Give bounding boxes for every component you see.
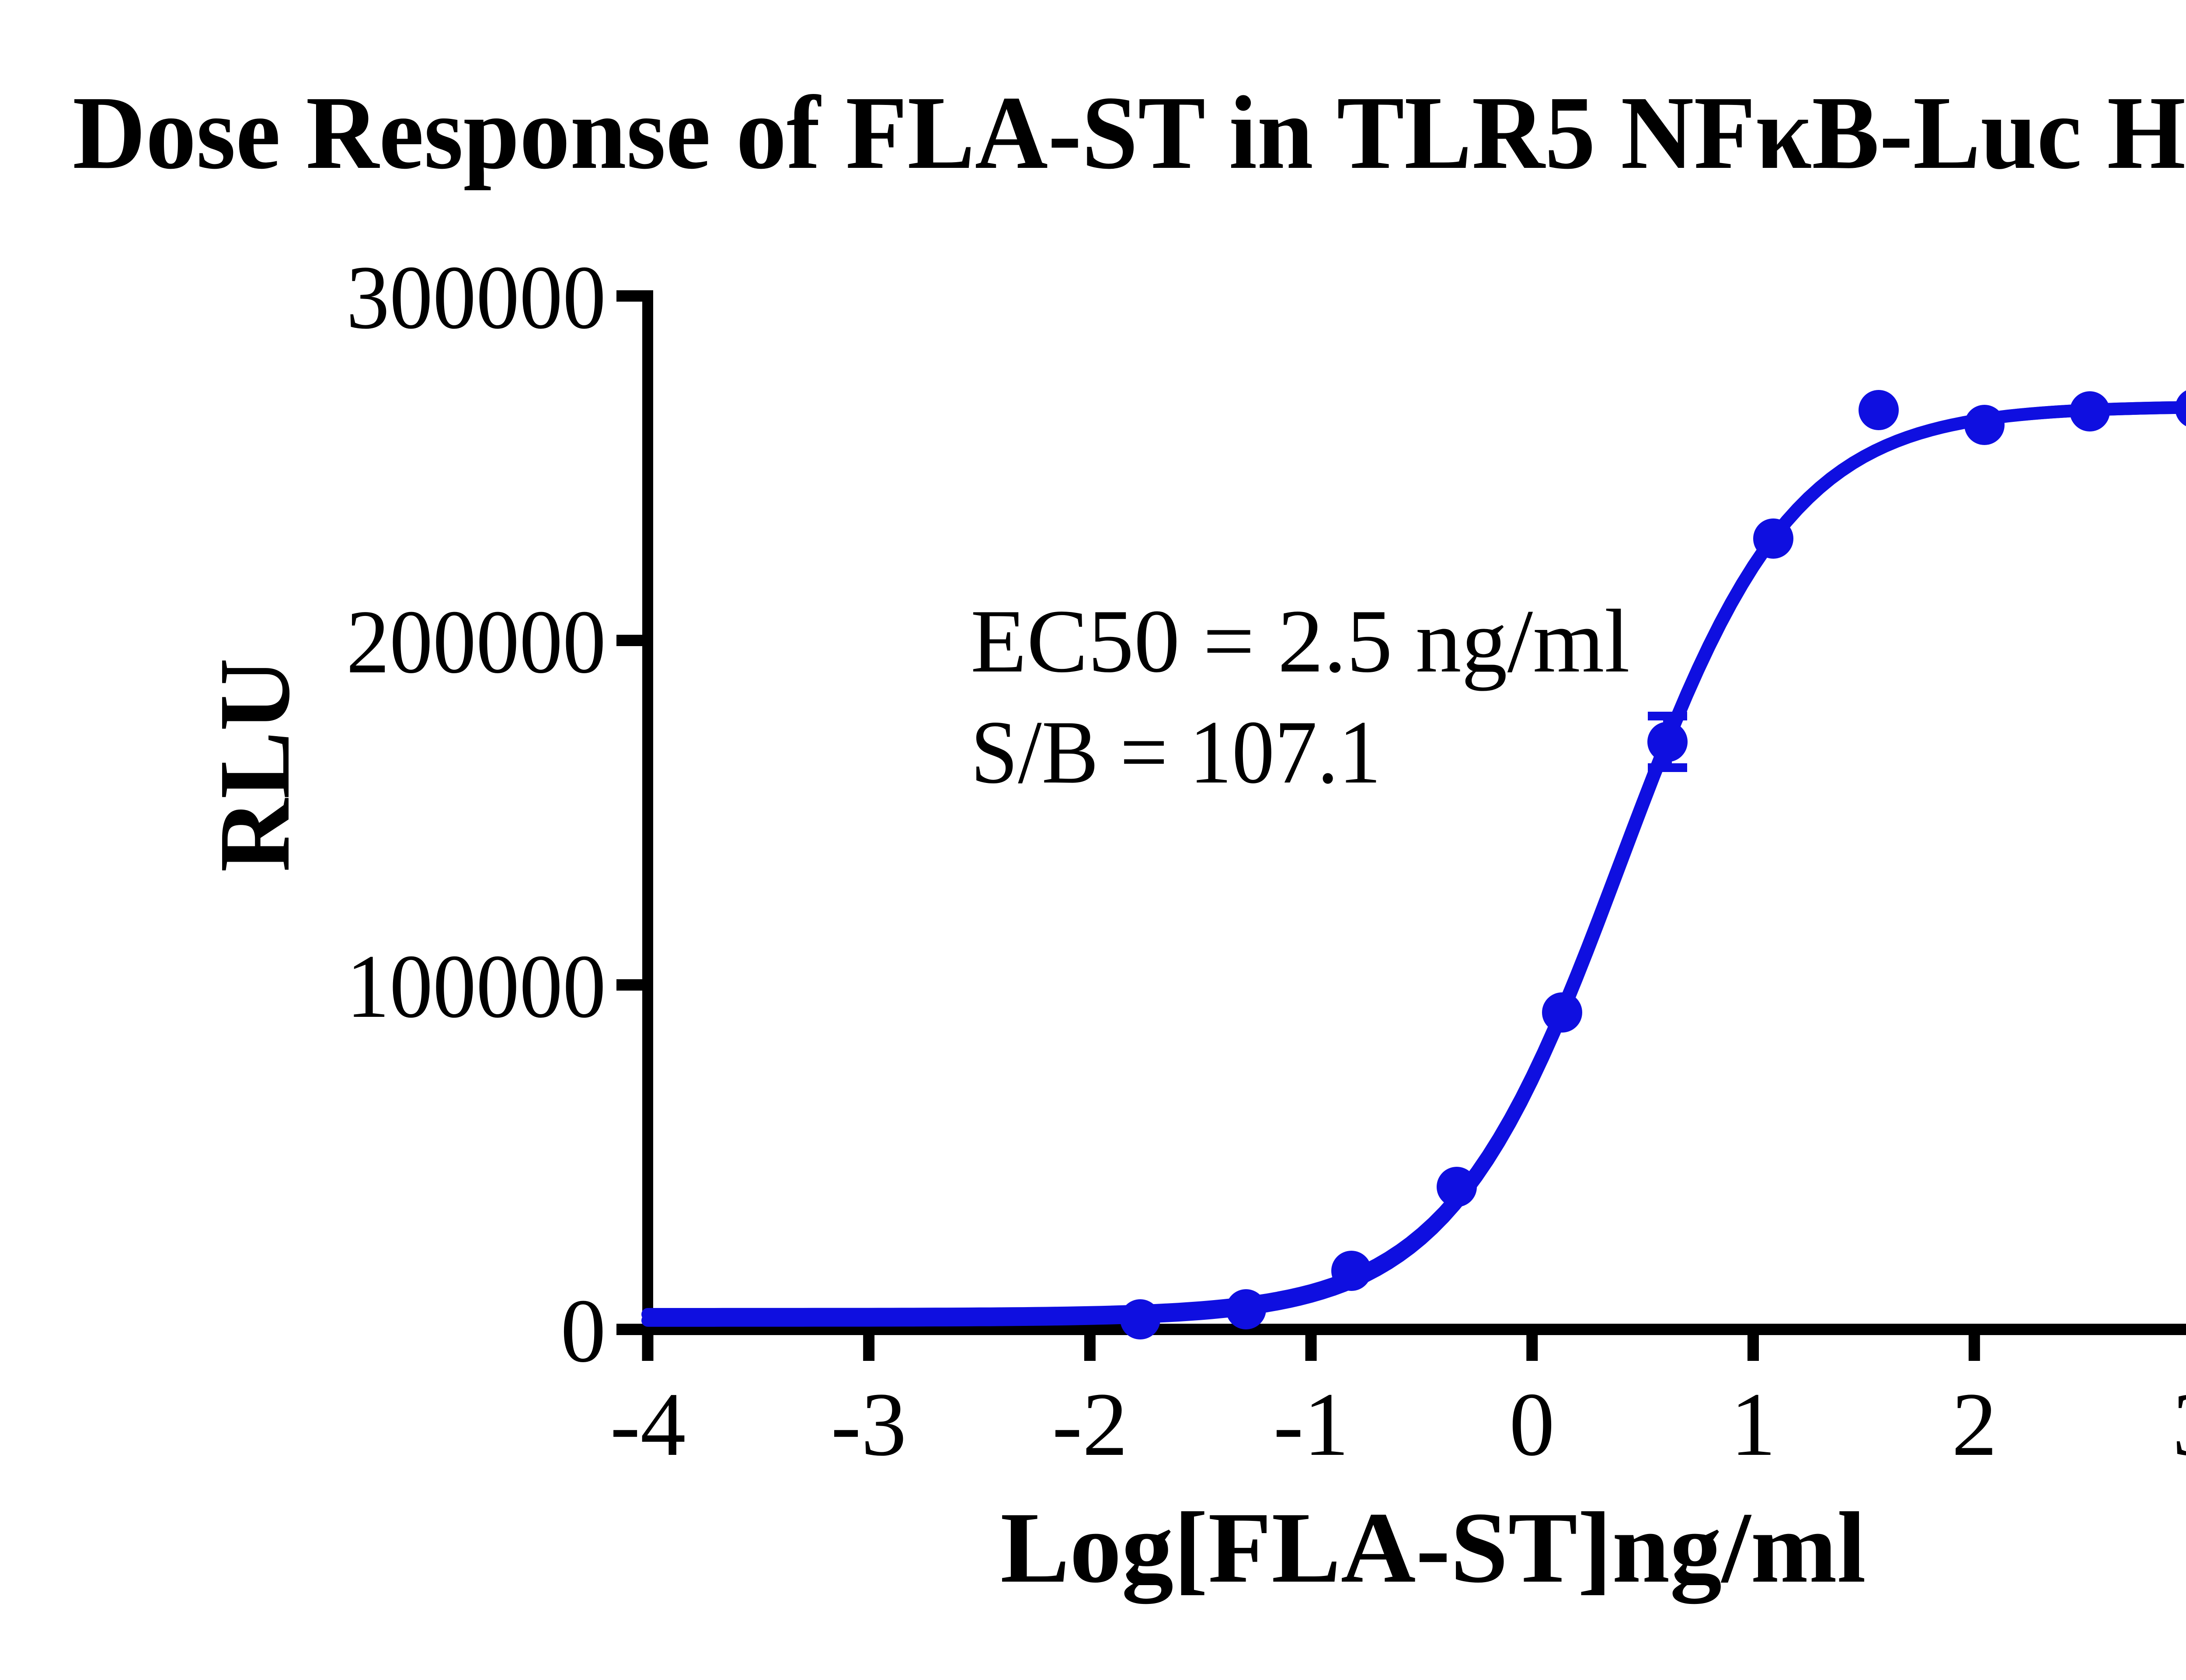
svg-text:300000: 300000	[346, 247, 606, 348]
svg-text:0: 0	[560, 1280, 606, 1381]
svg-text:-2: -2	[1052, 1374, 1128, 1475]
svg-text:EC50 = 2.5 ng/ml: EC50 = 2.5 ng/ml	[971, 591, 1630, 691]
svg-text:3: 3	[2172, 1374, 2186, 1475]
svg-text:RLU: RLU	[198, 658, 311, 872]
svg-text:Dose Response of FLA-ST in TLR: Dose Response of FLA-ST in TLR5 NFκB-Luc…	[73, 74, 2186, 191]
svg-text:-4: -4	[610, 1374, 686, 1475]
svg-text:Log[FLA-ST]ng/ml: Log[FLA-ST]ng/ml	[1000, 1492, 1866, 1604]
svg-text:2: 2	[1952, 1374, 1997, 1475]
svg-text:200000: 200000	[346, 591, 606, 692]
svg-text:-3: -3	[831, 1374, 906, 1475]
svg-text:100000: 100000	[346, 936, 606, 1037]
svg-text:1: 1	[1730, 1374, 1776, 1475]
svg-text:0: 0	[1509, 1374, 1555, 1475]
svg-text:S/B = 107.1: S/B = 107.1	[971, 702, 1381, 802]
svg-text:-1: -1	[1273, 1374, 1349, 1475]
